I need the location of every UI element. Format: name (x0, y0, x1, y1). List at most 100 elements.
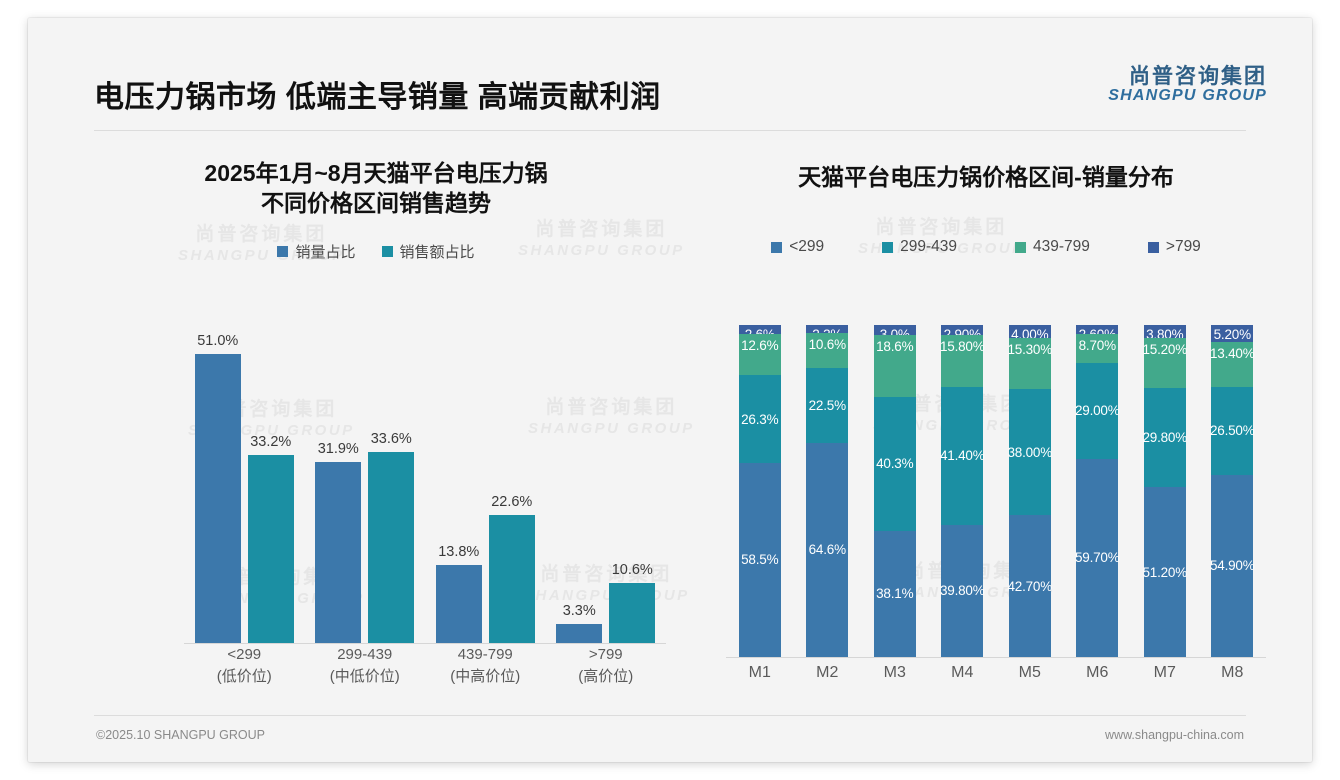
category-label-sub: (低价位) (216, 667, 272, 685)
logo-english-text: SHANGPU GROUP (1108, 87, 1267, 105)
category-label-main: 439-799 (457, 646, 513, 663)
stack-segment[interactable]: 12.6% (738, 333, 781, 376)
stack-segment[interactable]: 26.50% (1210, 386, 1255, 475)
stacked-bar-column[interactable]: 2.3%10.6% 22.5% 64.6% (794, 325, 862, 657)
bar-group: 13.8% 22.6% (425, 304, 546, 643)
left-grouped-bar-chart: 51.0% 33.2% 31.9% 33.6% 13.8% 22.6% 3.3% 10.6% (126, 304, 666, 644)
category-label: 299-439 (中低价位) (305, 644, 426, 688)
stacked-bar: 2.6%12.6% 26.3% 58.5% (738, 325, 781, 657)
segment-value-label: 42.70% (1007, 578, 1053, 594)
bar-column[interactable]: 10.6% (609, 304, 656, 643)
stacked-bar-column[interactable]: 4.00% 15.30% 38.00% 42.70% (996, 325, 1064, 657)
legend-item-3[interactable]: >799 (1147, 238, 1201, 256)
stack-segment[interactable]: 8.70% (1076, 333, 1119, 363)
stack-segment[interactable]: 51.20% (1142, 487, 1187, 657)
stacked-bar: 3.80% 15.20% 29.80% 51.20% (1142, 325, 1187, 657)
stack-segment[interactable]: 2.90% (941, 325, 984, 342)
category-label-main: 299-439 (337, 646, 393, 663)
bar-rect[interactable] (556, 624, 603, 643)
bar-rect[interactable] (247, 454, 294, 643)
legend-item-label: 299-439 (900, 238, 957, 256)
stack-segment[interactable]: 58.5% (738, 462, 781, 657)
stacked-bar-column[interactable]: 2.60%8.70% 29.00% 59.70% (1064, 325, 1132, 657)
legend-swatch-icon (1015, 241, 1026, 253)
legend-item-1[interactable]: 299-439 (882, 238, 957, 256)
stack-segment[interactable]: 29.00% (1075, 362, 1120, 459)
stack-segment[interactable]: 15.30% (1007, 338, 1052, 390)
stack-segment[interactable]: 15.20% (1142, 337, 1187, 389)
category-label-main: <299 (227, 646, 262, 663)
stack-segment[interactable]: 22.5% (806, 367, 849, 443)
legend-item-label: >799 (1165, 238, 1201, 256)
bar-group: 51.0% 33.2% (184, 304, 305, 643)
stack-segment[interactable]: 38.00% (1007, 389, 1052, 516)
segment-value-label: 12.6% (741, 337, 779, 353)
stacked-bar-column[interactable]: 2.90%15.80% 41.40% 39.80% (929, 325, 997, 657)
bar-rect[interactable] (488, 514, 535, 643)
legend-item-0[interactable]: 销量占比 (277, 241, 356, 262)
bar-value-label: 31.9% (317, 441, 359, 458)
bar-column[interactable]: 33.6% (368, 304, 415, 643)
legend-item-label: 439-799 (1033, 238, 1090, 256)
stack-segment[interactable]: 39.80% (939, 524, 985, 657)
category-label: M3 (883, 664, 906, 681)
stack-segment[interactable]: 42.70% (1007, 515, 1053, 657)
bar-rect[interactable] (609, 582, 656, 643)
bar-value-label: 10.6% (611, 561, 653, 578)
bar-rect[interactable] (435, 564, 482, 643)
bar-rect[interactable] (368, 452, 415, 643)
category-label: M7 (1153, 664, 1176, 681)
stack-segment[interactable]: 64.6% (806, 442, 849, 657)
legend-item-0[interactable]: <299 (771, 238, 824, 256)
stack-segment[interactable]: 2.3% (806, 325, 849, 342)
bar-column[interactable]: 51.0% (194, 304, 241, 643)
right-stacked-bar-chart: 2.6%12.6% 26.3% 58.5% 2.3%10.6% 22.5% 64.6% 3.… (726, 325, 1267, 658)
bar-column[interactable]: 3.3% (556, 304, 603, 643)
category-label: >799 (高价位) (546, 644, 667, 688)
stack-segment[interactable]: 38.1% (873, 530, 916, 657)
legend-item-1[interactable]: 销售额占比 (381, 241, 475, 262)
segment-value-label: 18.6% (876, 338, 914, 354)
category-label-sub: (中低价位) (329, 667, 400, 685)
legend-item-label: <299 (789, 238, 825, 256)
category-label-main: >799 (588, 646, 623, 663)
stack-segment[interactable]: 2.6% (738, 325, 781, 342)
stack-segment[interactable]: 29.80% (1142, 388, 1187, 488)
bar-value-label: 13.8% (438, 543, 480, 560)
left-chart-title: 2025年1月~8月天猫平台电压力锅 不同价格区间销售趋势 (204, 160, 548, 217)
stacked-bar-column[interactable]: 3.0%18.6% 40.3% 38.1% (861, 325, 929, 657)
stacked-bar-column[interactable]: 3.80% 15.20% 29.80% 51.20% (1131, 325, 1199, 657)
category-label: M5 (1018, 664, 1041, 681)
stack-segment[interactable]: 2.60% (1076, 325, 1119, 342)
stack-segment[interactable]: 18.6% (873, 334, 916, 397)
bar-column[interactable]: 31.9% (315, 304, 362, 643)
stack-segment[interactable]: 3.0% (873, 325, 916, 342)
slide-header: 电压力锅市场 低端主导销量 高端贡献利润 尚普咨询集团 SHANGPU GROU… (28, 18, 1312, 118)
segment-value-label: 5.20% (1213, 327, 1251, 342)
category-label: M1 (748, 664, 771, 681)
stack-segment[interactable]: 59.70% (1075, 458, 1120, 657)
stack-segment[interactable]: 15.80% (940, 334, 985, 388)
stack-segment[interactable]: 13.40% (1210, 342, 1255, 387)
stacked-bar-column[interactable]: 5.20% 13.40% 26.50% 54.90% (1199, 325, 1267, 657)
stack-segment[interactable]: 54.90% (1210, 474, 1255, 657)
stack-segment[interactable]: 3.80% (1143, 325, 1186, 342)
footer-divider (94, 715, 1246, 716)
category-label: M2 (816, 664, 839, 681)
bar-column[interactable]: 33.2% (247, 304, 294, 643)
legend-swatch-icon (381, 245, 393, 257)
legend-item-2[interactable]: 439-799 (1015, 238, 1090, 256)
stack-segment[interactable]: 26.3% (738, 375, 781, 463)
stack-segment[interactable]: 4.00% (1008, 325, 1051, 342)
bar-column[interactable]: 13.8% (435, 304, 482, 643)
segment-value-label: 39.80% (939, 583, 985, 599)
stack-segment[interactable]: 40.3% (873, 396, 916, 531)
left-chart-legend: 销量占比 销售额占比 (66, 241, 686, 262)
bar-column[interactable]: 22.6% (488, 304, 535, 643)
stack-segment[interactable]: 5.20% (1211, 325, 1254, 343)
bar-rect[interactable] (194, 353, 241, 643)
stacked-bar-column[interactable]: 2.6%12.6% 26.3% 58.5% (726, 325, 794, 657)
stack-segment[interactable]: 10.6% (806, 332, 849, 368)
bar-rect[interactable] (315, 462, 362, 643)
stack-segment[interactable]: 41.40% (940, 387, 985, 525)
